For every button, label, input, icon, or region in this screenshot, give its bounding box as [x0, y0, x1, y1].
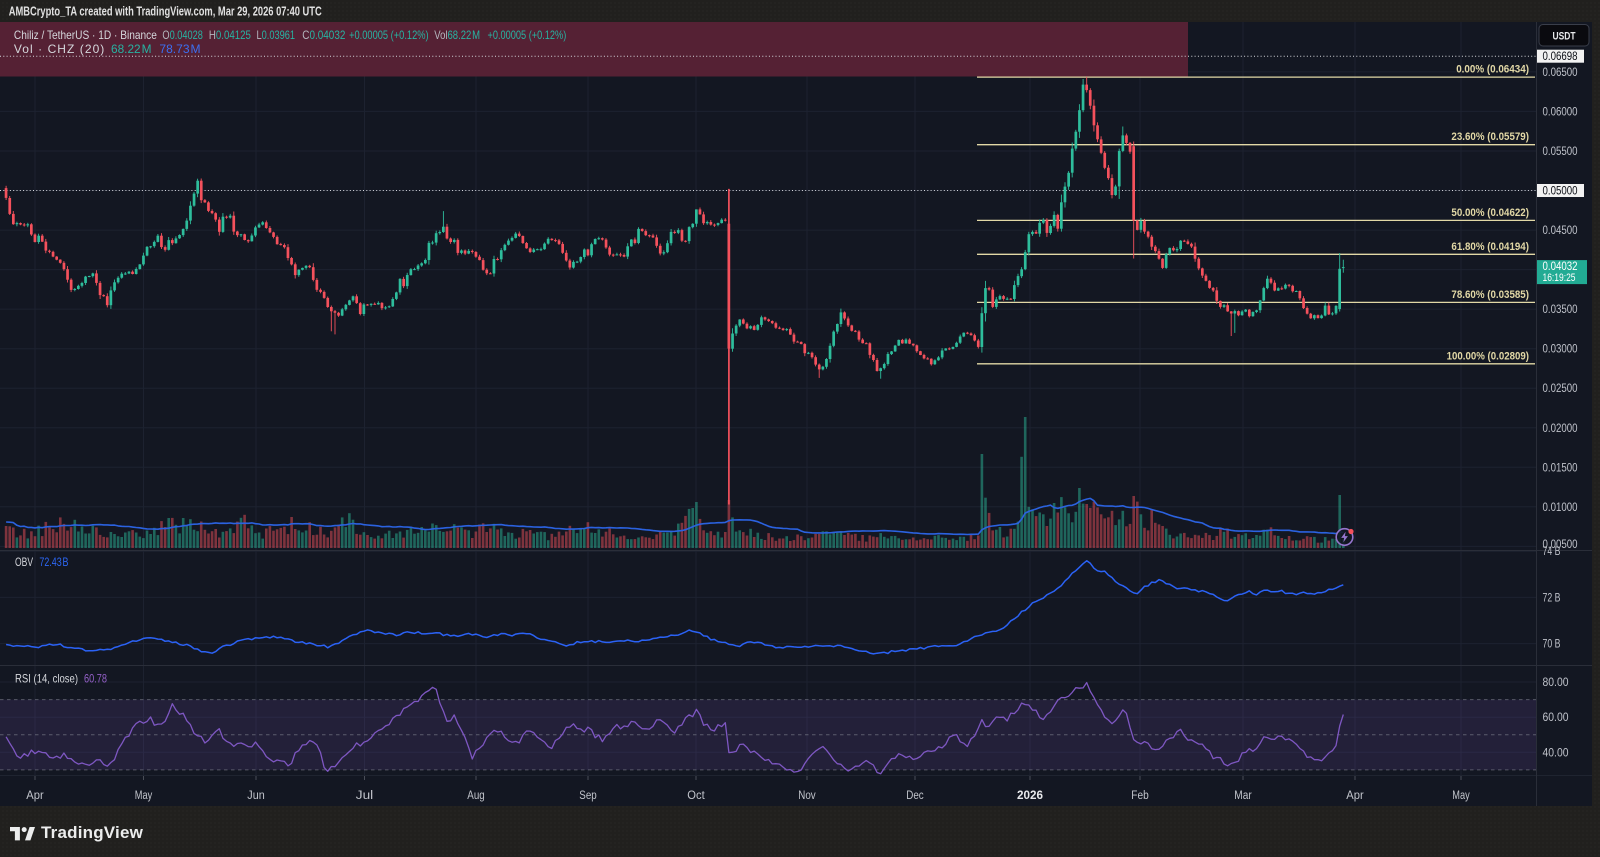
svg-text:Jun: Jun: [247, 790, 264, 802]
svg-text:60.78: 60.78: [84, 672, 107, 686]
svg-text:100.00% (0.02809): 100.00% (0.02809): [1447, 350, 1530, 362]
svg-text:Nov: Nov: [798, 790, 816, 802]
svg-text:16:19:25: 16:19:25: [1543, 272, 1576, 284]
svg-text:0.03500: 0.03500: [1543, 304, 1578, 316]
svg-text:50.00% (0.04622): 50.00% (0.04622): [1451, 207, 1529, 219]
svg-text:+0.00005 (+0.12%): +0.00005 (+0.12%): [488, 28, 567, 42]
svg-text:Apr: Apr: [1346, 790, 1364, 802]
svg-text:+0.00005 (+0.12%): +0.00005 (+0.12%): [349, 28, 429, 42]
svg-text:0.00% (0.06434): 0.00% (0.06434): [1456, 64, 1529, 76]
svg-text:2026: 2026: [1017, 790, 1043, 802]
svg-text:L0.03961: L0.03961: [257, 28, 296, 42]
svg-text:Vol68.22 M: Vol68.22 M: [434, 28, 480, 42]
svg-text:AMBCrypto_TA created with Trad: AMBCrypto_TA created with TradingView.co…: [9, 5, 322, 19]
svg-text:0.03000: 0.03000: [1543, 344, 1578, 356]
svg-text:0.06500: 0.06500: [1543, 67, 1578, 79]
svg-text:72 B: 72 B: [1543, 592, 1561, 604]
svg-text:USDT: USDT: [1553, 31, 1576, 43]
svg-text:H0.04125: H0.04125: [209, 28, 251, 42]
svg-text:Jul: Jul: [356, 790, 373, 802]
svg-text:Aug: Aug: [467, 790, 484, 802]
svg-text:0.01000: 0.01000: [1543, 502, 1578, 514]
svg-text:0.05500: 0.05500: [1543, 146, 1578, 158]
svg-text:C0.04032: C0.04032: [302, 28, 345, 42]
svg-text:RSI (14, close): RSI (14, close): [15, 672, 78, 686]
svg-text:Vol · CHZ (20): Vol · CHZ (20): [14, 42, 104, 56]
svg-text:O0.04028: O0.04028: [162, 28, 203, 42]
svg-text:May: May: [1452, 790, 1470, 802]
svg-text:60.00: 60.00: [1543, 712, 1569, 724]
svg-text:0.01500: 0.01500: [1543, 462, 1578, 474]
svg-text:70 B: 70 B: [1543, 639, 1561, 651]
svg-text:40.00: 40.00: [1543, 747, 1569, 759]
svg-text:Oct: Oct: [687, 790, 705, 802]
svg-text:80.00: 80.00: [1543, 677, 1569, 689]
svg-text:Chiliz / TetherUS · 1D · Binan: Chiliz / TetherUS · 1D · Binance: [14, 28, 157, 42]
svg-text:74 B: 74 B: [1543, 546, 1561, 558]
svg-text:68.22 M: 68.22 M: [111, 42, 152, 56]
svg-text:23.60% (0.05579): 23.60% (0.05579): [1451, 131, 1529, 143]
svg-text:Sep: Sep: [579, 790, 596, 802]
svg-text:Feb: Feb: [1131, 790, 1148, 802]
svg-text:0.04032: 0.04032: [1543, 261, 1578, 273]
svg-text:0.05000: 0.05000: [1543, 186, 1578, 198]
svg-text:Apr: Apr: [26, 790, 44, 802]
svg-text:OBV: OBV: [15, 555, 33, 569]
svg-text:61.80% (0.04194): 61.80% (0.04194): [1451, 241, 1529, 253]
svg-text:72.43 B: 72.43 B: [39, 555, 68, 569]
svg-text:78.73 M: 78.73 M: [159, 42, 200, 56]
svg-text:0.00500: 0.00500: [1543, 539, 1578, 551]
svg-text:0.02000: 0.02000: [1543, 423, 1578, 435]
svg-text:Dec: Dec: [906, 790, 924, 802]
svg-text:0.02500: 0.02500: [1543, 383, 1578, 395]
svg-text:0.06000: 0.06000: [1543, 106, 1578, 118]
svg-text:May: May: [135, 790, 153, 802]
svg-text:Mar: Mar: [1234, 790, 1252, 802]
svg-text:0.06698: 0.06698: [1543, 51, 1578, 63]
svg-text:78.60% (0.03585): 78.60% (0.03585): [1451, 289, 1529, 301]
svg-text:0.04500: 0.04500: [1543, 225, 1578, 237]
